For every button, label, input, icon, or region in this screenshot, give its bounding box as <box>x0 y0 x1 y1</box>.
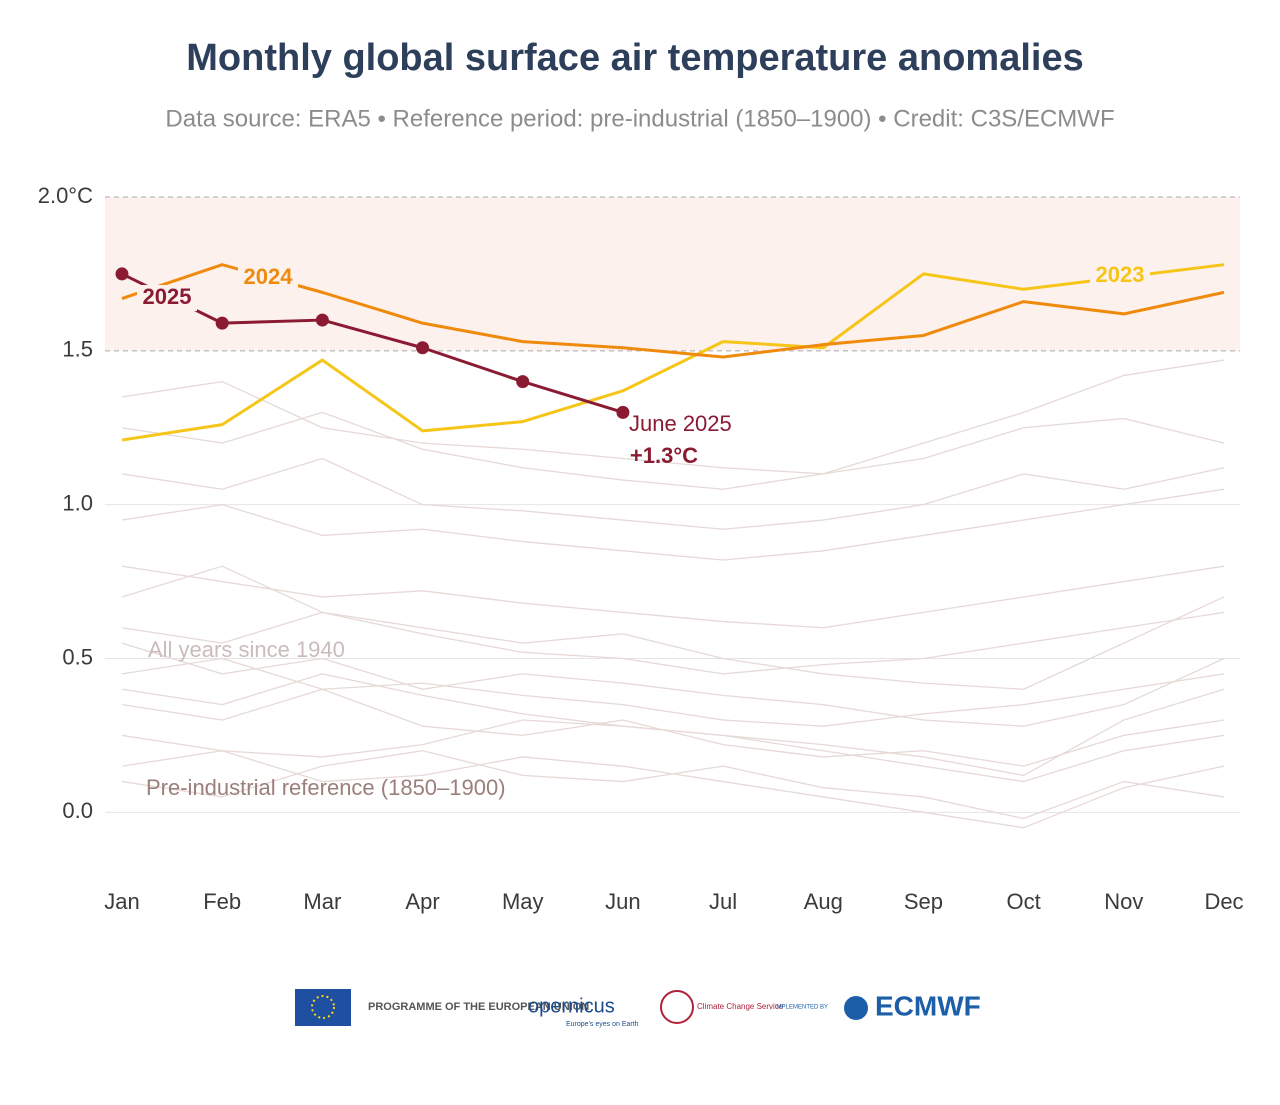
x-tick-label: Mar <box>303 889 341 914</box>
eu-stars <box>311 995 335 1019</box>
x-tick-label: Sep <box>904 889 943 914</box>
series-marker <box>115 267 129 281</box>
series-marker <box>416 341 430 355</box>
background-line <box>121 657 1225 727</box>
x-tick-label: Apr <box>405 889 439 914</box>
chart-subtitle: Data source: ERA5 • Reference period: pr… <box>165 105 1114 132</box>
annotation: June 2025 <box>629 411 732 436</box>
y-tick-label: 1.0 <box>62 490 93 515</box>
x-tick-label: Aug <box>804 889 843 914</box>
x-tick-label: Dec <box>1204 889 1243 914</box>
annotation: Pre-industrial reference (1850–1900) <box>146 775 506 800</box>
chart-title: Monthly global surface air temperature a… <box>186 37 1083 79</box>
series-label: 2025 <box>143 284 192 309</box>
background-line <box>121 488 1225 561</box>
x-tick-label: Jun <box>605 889 640 914</box>
series-marker <box>516 375 530 389</box>
series-label: 2023 <box>1096 262 1145 287</box>
footer: PROGRAMME OF THE EUROPEAN UNION opernicu… <box>295 989 981 1028</box>
value-label: +1.3°C <box>630 443 698 468</box>
background-line <box>121 565 1225 690</box>
series-label-bg <box>137 285 197 311</box>
background-line <box>121 611 1225 675</box>
background-line <box>121 750 1225 829</box>
series-marker <box>215 316 229 330</box>
background-line <box>121 688 1225 767</box>
x-tick-label: Oct <box>1007 889 1041 914</box>
y-tick-label: 0.5 <box>62 644 93 669</box>
eu-flag <box>295 989 351 1026</box>
series-label: 2024 <box>244 264 294 289</box>
background-line <box>121 359 1225 475</box>
c3s-icon <box>660 990 694 1024</box>
y-tick-label: 2.0°C <box>38 183 93 208</box>
c3s-label: Climate Change Service <box>697 1002 784 1011</box>
background-line <box>121 642 1225 727</box>
series-label-bg <box>1090 263 1150 289</box>
x-tick-label: Feb <box>203 889 241 914</box>
x-tick-label: Nov <box>1104 889 1143 914</box>
copernicus-logo: opernicus <box>528 995 615 1017</box>
series-marker <box>315 313 329 327</box>
x-tick-label: May <box>502 889 544 914</box>
background-line <box>121 673 1225 777</box>
x-tick-label: Jul <box>709 889 737 914</box>
background-line <box>121 719 1225 783</box>
ecmwf-icon <box>844 996 868 1020</box>
series-label-bg <box>238 265 298 291</box>
copernicus-tag: Europe's eyes on Earth <box>566 1021 639 1028</box>
annotation: All years since 1940 <box>148 637 345 662</box>
y-tick-label: 0.0 <box>62 798 93 823</box>
series-line <box>121 263 1225 359</box>
background-line <box>121 411 1225 490</box>
implemented-label: IMPLEMENTED BY <box>775 1005 828 1011</box>
y-tick-label: 1.5 <box>62 337 93 362</box>
background-line <box>121 565 1225 629</box>
ecmwf-logo: ECMWF <box>875 990 981 1021</box>
x-tick-label: Jan <box>104 889 139 914</box>
background-line <box>121 457 1225 530</box>
series-line <box>121 272 624 414</box>
eu-label: PROGRAMME OF THE EUROPEAN UNION <box>368 1001 589 1013</box>
series-line <box>121 263 1225 442</box>
series-marker <box>616 405 630 419</box>
